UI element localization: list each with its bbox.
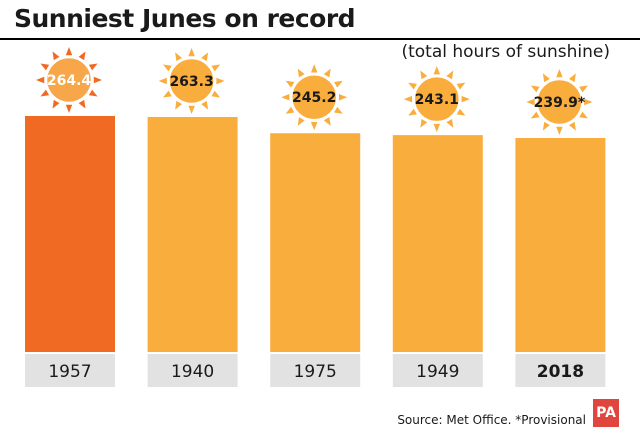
bar-2018 — [515, 138, 606, 352]
value-label: 239.9* — [534, 95, 586, 111]
category-label: 1949 — [416, 362, 459, 382]
sun-ray — [285, 106, 295, 114]
sun-ray — [530, 111, 540, 119]
sun-ray — [542, 121, 550, 131]
category-label: 1975 — [294, 362, 337, 382]
sun-ray — [420, 118, 428, 128]
sun-disc — [44, 55, 94, 105]
sun-ray — [338, 93, 348, 101]
category-label: 1957 — [48, 362, 91, 382]
sun-ray — [188, 47, 195, 57]
sun-ray — [175, 52, 183, 62]
sun-ray — [579, 85, 588, 93]
sun-ray — [163, 90, 172, 98]
chart-title: Sunniest Junes on record — [14, 4, 356, 33]
sun-ray — [40, 89, 50, 97]
bar-1940 — [147, 116, 238, 352]
sun-disc — [535, 77, 584, 127]
sun-ray — [568, 121, 576, 131]
sun-ray — [88, 89, 98, 97]
sun-ray — [323, 117, 331, 126]
sun-ray — [334, 80, 343, 88]
sun-ray — [556, 69, 563, 78]
source-note: Source: Met Office. *Provisional — [397, 413, 586, 427]
sun-ray — [433, 66, 441, 75]
sun-ray — [446, 118, 454, 128]
value-label: 263.3 — [169, 74, 213, 90]
sun-ray — [163, 64, 172, 72]
sun-icon — [281, 64, 348, 131]
sun-ray — [93, 76, 102, 84]
sun-ray — [285, 80, 295, 88]
bar-1975 — [270, 133, 361, 352]
sun-disc — [412, 74, 462, 124]
sun-ray — [88, 63, 98, 71]
sun-ray — [310, 64, 318, 73]
sun-ray — [65, 104, 73, 113]
sun-ray — [456, 108, 466, 116]
value-label: 245.2 — [292, 90, 336, 106]
sun-icon — [158, 47, 225, 114]
sun-ray — [403, 95, 413, 103]
sun-ray — [175, 100, 183, 110]
sun-ray — [408, 108, 417, 116]
sun-ray — [420, 70, 428, 80]
sun-ray — [78, 99, 86, 109]
sun-ray — [281, 93, 290, 101]
sun-ray — [297, 117, 305, 126]
sun-icon — [36, 47, 102, 113]
sun-ray — [334, 106, 343, 114]
sun-ray — [216, 77, 225, 85]
sun-ray — [211, 64, 221, 72]
sun-disc — [167, 56, 216, 106]
sun-icon — [526, 69, 593, 135]
sun-ray — [408, 82, 417, 90]
sun-ray — [36, 76, 45, 84]
bar-1957 — [25, 116, 115, 352]
sun-disc — [289, 72, 339, 122]
sun-ray — [584, 98, 593, 106]
sun-ray — [40, 63, 50, 71]
sun-ray — [201, 52, 209, 62]
sun-ray — [530, 85, 540, 93]
sun-icon — [403, 66, 470, 133]
value-label: 264.4 — [47, 73, 92, 89]
sun-ray — [211, 90, 221, 98]
sun-ray — [568, 73, 576, 83]
chart-subtitle: (total hours of sunshine) — [401, 42, 610, 62]
sun-ray — [461, 95, 470, 103]
sun-ray — [446, 70, 454, 80]
sun-ray — [65, 47, 73, 56]
sun-ray — [52, 99, 60, 109]
category-box-1957 — [25, 354, 115, 387]
sun-ray — [456, 82, 466, 90]
sun-ray — [310, 122, 318, 131]
bar-1949 — [392, 135, 483, 352]
category-box-1975 — [270, 354, 361, 387]
category-box-1949 — [392, 354, 483, 387]
sun-ray — [542, 73, 550, 83]
sun-ray — [188, 105, 195, 114]
sun-ray — [323, 68, 331, 78]
category-box-2018 — [515, 354, 606, 387]
sun-ray — [158, 77, 167, 85]
sun-ray — [52, 51, 60, 61]
sun-ray — [433, 123, 441, 133]
pa-logo: PA — [593, 399, 619, 427]
sun-ray — [201, 100, 209, 110]
value-label: 243.1 — [415, 92, 459, 108]
title-divider — [0, 38, 640, 40]
sun-ray — [297, 68, 305, 78]
sun-ray — [526, 98, 535, 106]
category-label: 2018 — [537, 362, 584, 382]
sun-ray — [556, 126, 563, 135]
sun-ray — [78, 51, 86, 61]
sun-ray — [579, 111, 588, 119]
category-box-1940 — [147, 354, 238, 387]
category-label: 1940 — [171, 362, 214, 382]
